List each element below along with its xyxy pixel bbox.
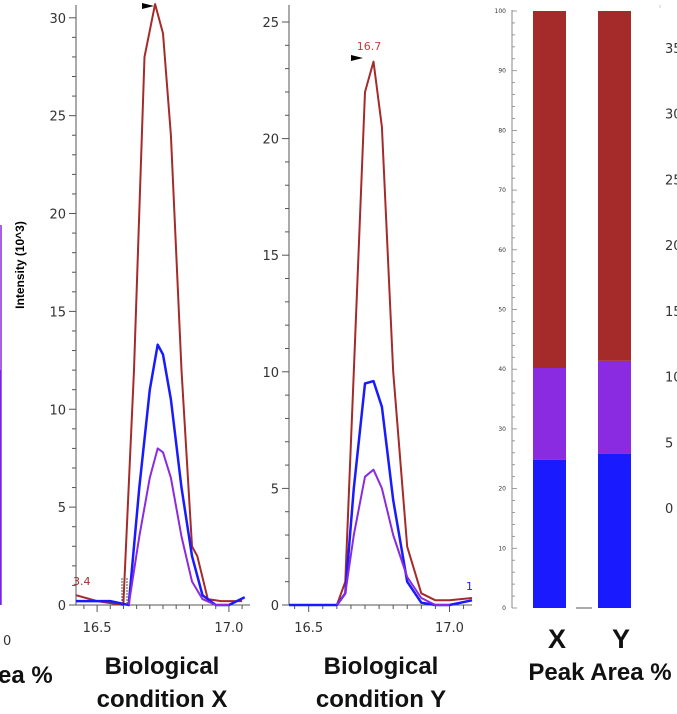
right-partial-axis: 35 30 25 20 15 10 5 0 bbox=[659, 5, 677, 517]
peak-label: 16.7 bbox=[357, 40, 382, 53]
series-line-2 bbox=[76, 343, 246, 607]
series-line-3 bbox=[127, 447, 229, 606]
right-partial-tick-label: 10 bbox=[665, 371, 677, 386]
y-tick-label: 10 bbox=[262, 366, 279, 381]
right-partial-tick-label: 15 bbox=[665, 305, 677, 320]
chromatogram-condition-y: 0 5 10 15 20 25 16.5 17.0 16.7 1 Biological con… bbox=[262, 5, 473, 713]
y-tick-label: 70 bbox=[498, 187, 506, 194]
x-axis-title-line1: Biological bbox=[105, 653, 220, 680]
left-partial-caption: ea % bbox=[0, 662, 53, 689]
y-tick-label: 15 bbox=[262, 249, 279, 264]
y-tick-label: 25 bbox=[262, 16, 279, 31]
bar-segment-Y-1 bbox=[598, 453, 631, 608]
y-tick-label: 30 bbox=[498, 426, 506, 433]
peak-label-left: 3.4 bbox=[73, 575, 91, 588]
category-label-y: Y bbox=[612, 624, 630, 654]
y-tick-label: 90 bbox=[498, 68, 506, 75]
y-tick-label: 10 bbox=[49, 403, 66, 418]
x-axis-title-line1: Biological bbox=[324, 653, 439, 680]
y-tick-label: 100 bbox=[495, 8, 507, 15]
x-tick-label: 17.0 bbox=[435, 621, 464, 636]
y-tick-label: 0 bbox=[502, 605, 506, 612]
x-tick-label: 17.0 bbox=[214, 621, 243, 636]
x-tick-label: 16.5 bbox=[83, 621, 112, 636]
x-axis-title-line2: condition X bbox=[97, 686, 228, 713]
y-tick-label: 60 bbox=[498, 247, 506, 254]
y-tick-label: 0 bbox=[58, 599, 66, 614]
y-tick-label: 25 bbox=[49, 110, 66, 125]
y-tick-label: 50 bbox=[498, 307, 506, 314]
y-tick-label: 20 bbox=[262, 133, 279, 148]
bar-segment-X-3 bbox=[533, 11, 566, 369]
y-tick-label: 0 bbox=[271, 599, 279, 614]
series-line-3 bbox=[336, 468, 450, 606]
y-tick-label: 20 bbox=[49, 208, 66, 223]
bar-segment-X-1 bbox=[533, 459, 566, 608]
peak-marker-icon bbox=[142, 3, 154, 9]
y-tick-label: 15 bbox=[49, 305, 66, 320]
peak-label-right: 1 bbox=[466, 580, 473, 593]
right-partial-tick-label: 20 bbox=[665, 239, 677, 254]
series-line-1 bbox=[289, 60, 473, 606]
y-tick-label: 10 bbox=[498, 545, 506, 552]
right-partial-tick-label: 35 bbox=[665, 42, 677, 57]
y-tick-label: 80 bbox=[498, 127, 506, 134]
y-tick-label: 30 bbox=[49, 12, 66, 27]
bar-segment-X-2 bbox=[533, 368, 566, 460]
x-tick-label: 16.5 bbox=[294, 621, 323, 636]
chromatogram-condition-x: Intensity (10^3) 0 5 10 15 20 25 30 16.5 17.0 3.… bbox=[13, 3, 250, 713]
right-partial-tick-label: 5 bbox=[665, 436, 673, 451]
x-axis-title: Peak Area % bbox=[528, 659, 671, 686]
bar-segment-Y-3 bbox=[598, 11, 631, 361]
y-tick-label: 20 bbox=[498, 486, 506, 493]
y-axis-label: Intensity (10^3) bbox=[13, 221, 27, 309]
bar-segment-Y-2 bbox=[598, 360, 631, 454]
x-axis-title-line2: condition Y bbox=[316, 686, 446, 713]
series-line-2 bbox=[289, 379, 473, 607]
right-partial-tick-label: 25 bbox=[665, 173, 677, 188]
right-partial-tick-label: 30 bbox=[665, 108, 677, 123]
y-tick-label: 5 bbox=[58, 501, 66, 516]
right-partial-tick-label: 0 bbox=[665, 502, 673, 517]
y-tick-label: 5 bbox=[271, 482, 279, 497]
y-tick-label: 40 bbox=[498, 366, 506, 373]
left-partial-tick-label: 0 bbox=[3, 634, 11, 649]
category-label-x: X bbox=[548, 624, 566, 654]
series-line-1 bbox=[75, 3, 243, 606]
peak-marker-icon bbox=[351, 55, 363, 61]
